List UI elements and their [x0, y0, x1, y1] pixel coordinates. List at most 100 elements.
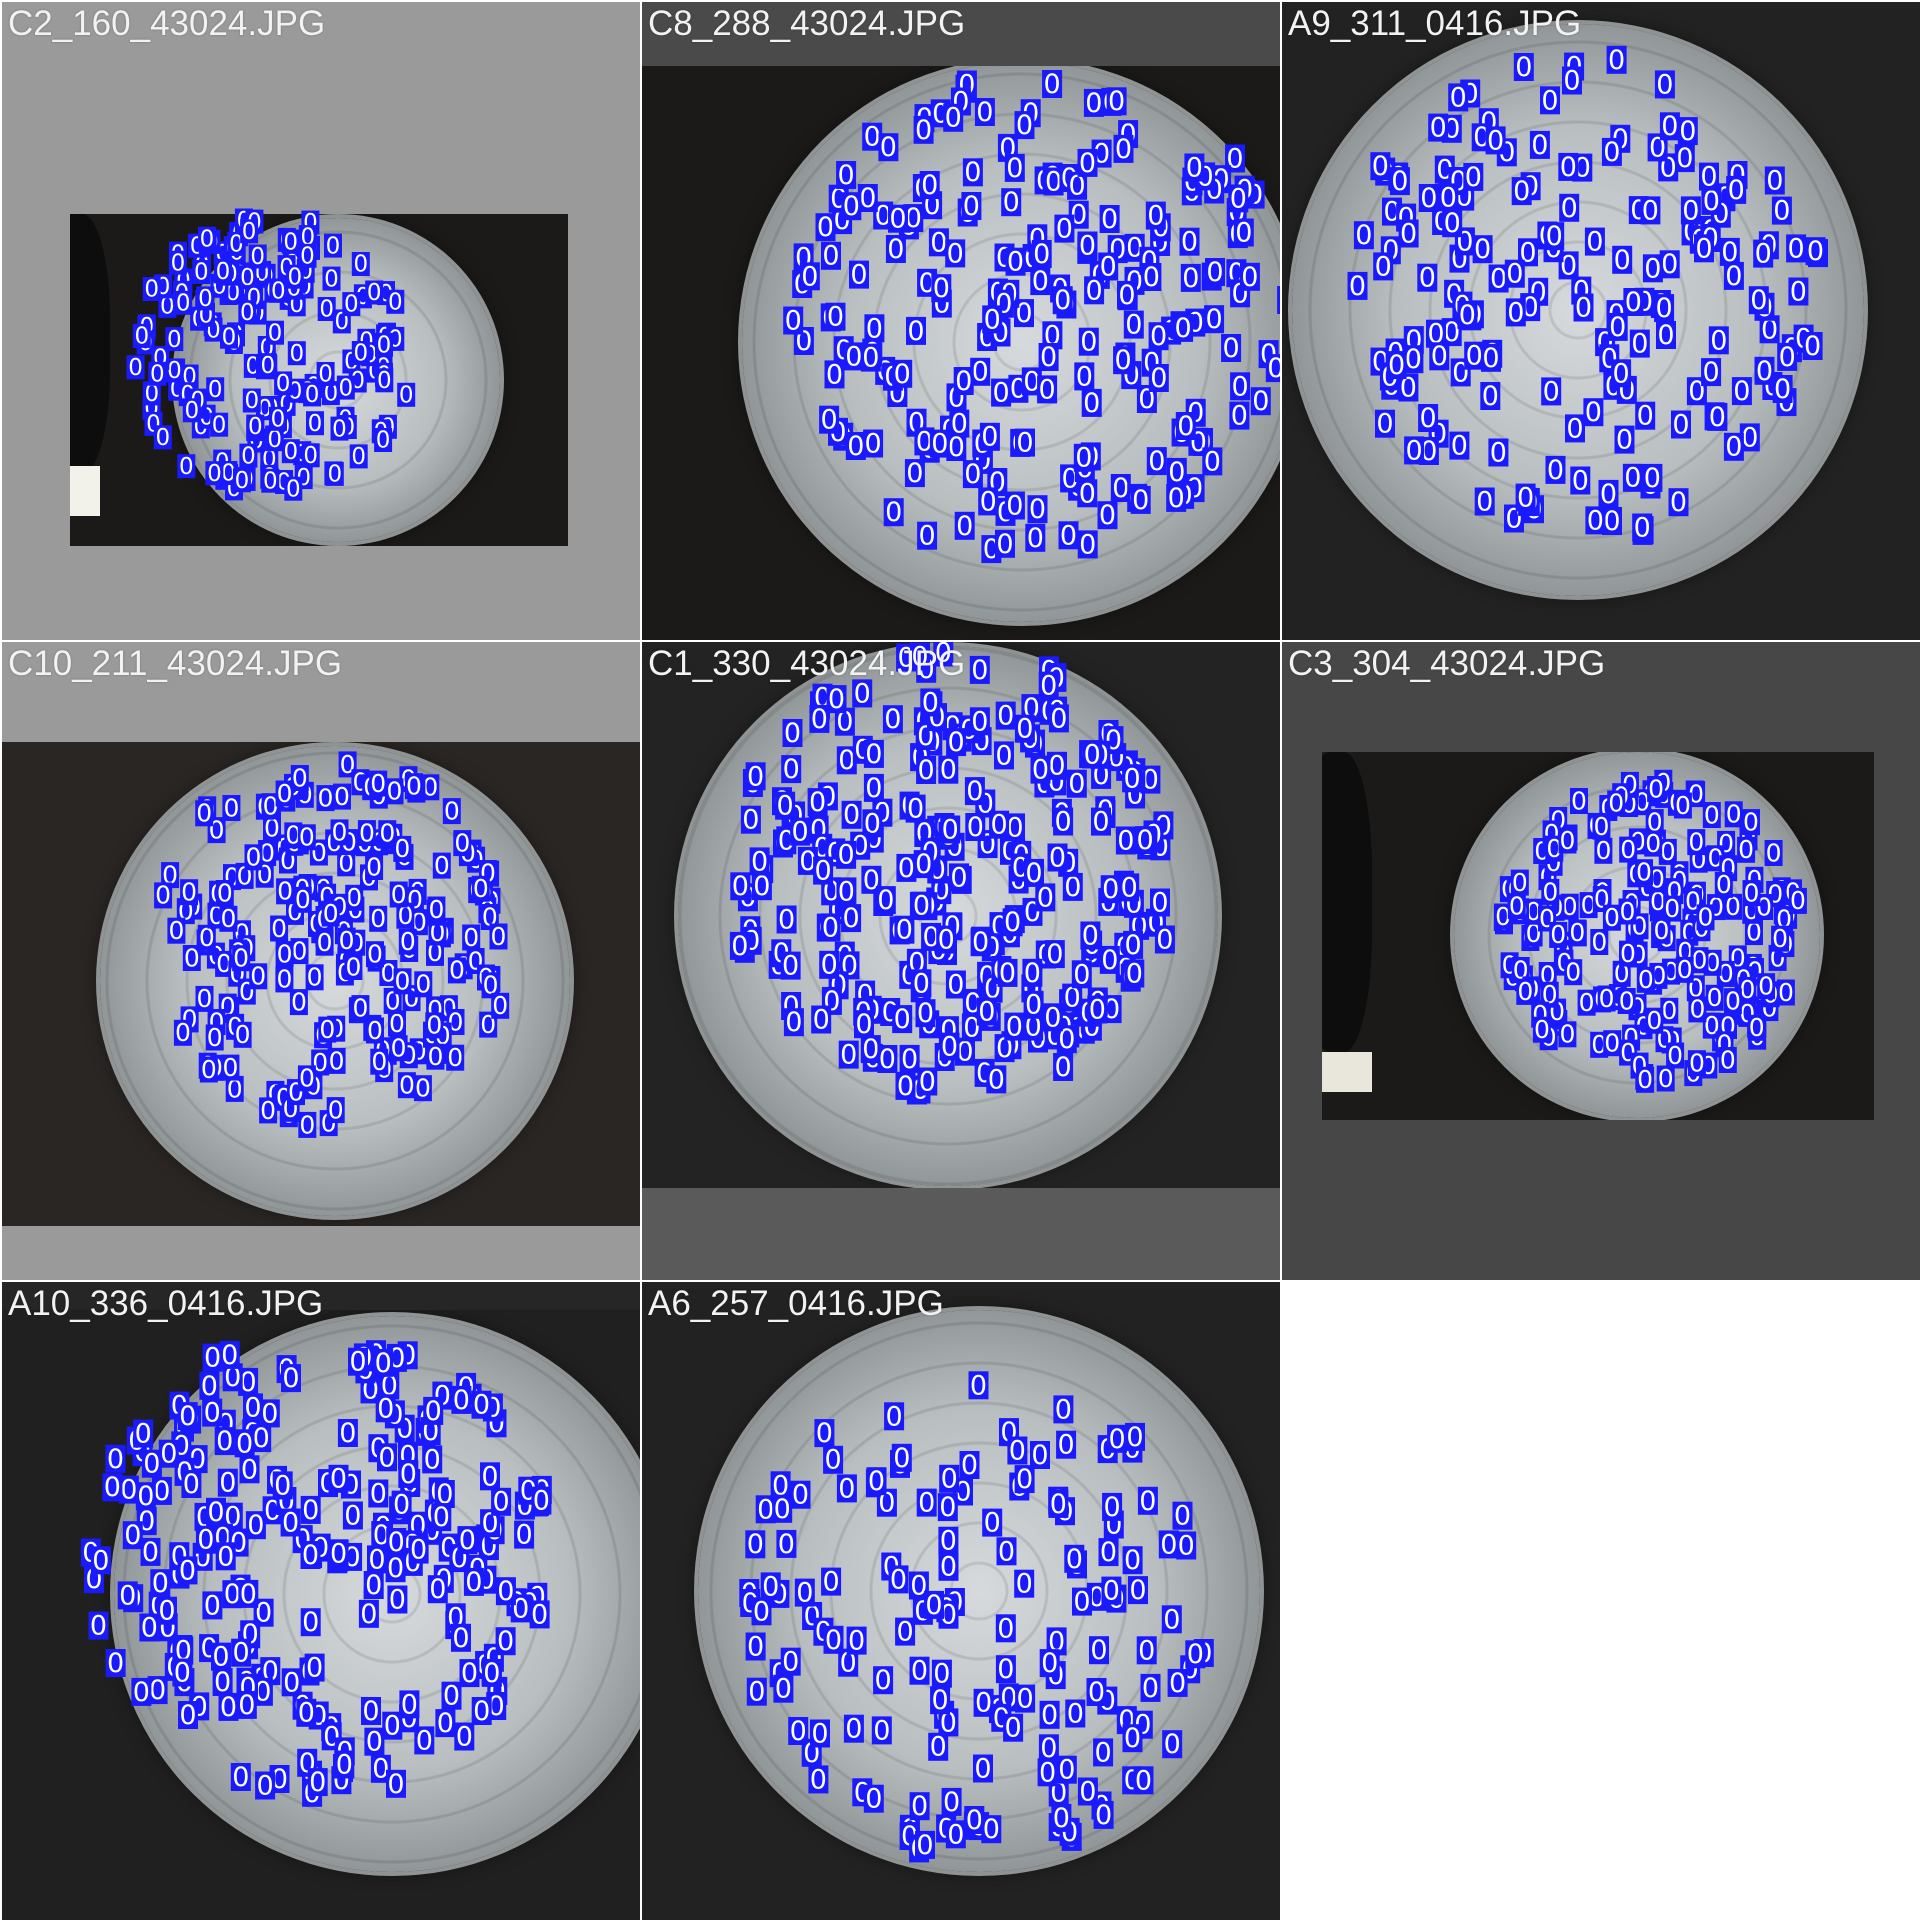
detection-class-label: 0 — [907, 794, 924, 825]
detection-box: 0 — [797, 846, 818, 877]
detection-box: 0 — [1564, 958, 1583, 987]
detection-class-label: 0 — [956, 1037, 973, 1068]
detection-class-label: 0 — [943, 1787, 960, 1818]
detection-box: 0 — [1635, 401, 1656, 432]
detection-class-label: 0 — [399, 1071, 415, 1100]
detection-box: 0 — [794, 1578, 815, 1609]
detection-class-label: 0 — [1044, 69, 1061, 100]
detection-box: 0 — [760, 1571, 781, 1602]
detection-class-label: 0 — [1142, 765, 1159, 796]
detection-class-label: 0 — [1725, 987, 1741, 1016]
detection-class-label: 0 — [1241, 262, 1258, 293]
detection-class-label: 0 — [235, 468, 250, 494]
detection-box: 0 — [181, 1469, 202, 1500]
detection-box: 0 — [388, 1009, 406, 1038]
detection-class-label: 0 — [184, 398, 199, 424]
detection-class-label: 0 — [1620, 939, 1636, 968]
detection-box: 0 — [1022, 958, 1043, 989]
detection-class-label: 0 — [208, 377, 223, 403]
detection-box: 0 — [298, 244, 317, 270]
detection-class-label: 0 — [1443, 317, 1460, 348]
detection-class-label: 0 — [940, 1552, 957, 1583]
detection-box: 0 — [258, 838, 277, 867]
detection-class-label: 0 — [227, 1074, 243, 1103]
detection-box: 0 — [905, 794, 926, 825]
detection-box: 0 — [1053, 1052, 1074, 1083]
detection-box: 0 — [943, 103, 964, 134]
detection-class-label: 0 — [1124, 1545, 1141, 1576]
detection-box: 0 — [1598, 479, 1619, 510]
detection-class-label: 0 — [1550, 920, 1566, 949]
detection-class-label: 0 — [422, 773, 438, 802]
detection-box: 0 — [823, 1625, 844, 1656]
detection-class-label: 0 — [453, 1385, 470, 1416]
detection-class-label: 0 — [1156, 925, 1173, 956]
detection-class-label: 0 — [974, 1754, 991, 1785]
detection-class-label: 0 — [302, 1495, 319, 1526]
detection-class-label: 0 — [796, 1578, 813, 1609]
detection-class-label: 0 — [277, 939, 293, 968]
detection-class-label: 0 — [263, 792, 279, 821]
detection-box: 0 — [238, 265, 257, 291]
detection-box: 0 — [1505, 297, 1526, 328]
detection-class-label: 0 — [1650, 887, 1666, 916]
detection-box: 0 — [131, 1677, 152, 1708]
detection-class-label: 0 — [483, 1658, 500, 1689]
detection-class-label: 0 — [236, 1428, 253, 1459]
detection-box: 0 — [151, 1476, 172, 1507]
detection-class-label: 0 — [854, 678, 871, 709]
detection-box: 0 — [860, 343, 881, 374]
detection-class-label: 0 — [299, 823, 315, 852]
detection-class-label: 0 — [1160, 1529, 1177, 1560]
detection-class-label: 0 — [388, 1527, 405, 1558]
detection-box: 0 — [1007, 1436, 1028, 1467]
detection-box: 0 — [1602, 506, 1622, 537]
detection-box: 0 — [386, 1527, 407, 1558]
detection-class-label: 0 — [1575, 293, 1592, 324]
detection-class-label: 0 — [1375, 251, 1392, 282]
detection-class-label: 0 — [1591, 927, 1607, 956]
detection-box: 0 — [393, 967, 412, 996]
detection-class-label: 0 — [400, 927, 416, 956]
detection-box: 0 — [276, 877, 295, 906]
detection-class-label: 0 — [1032, 755, 1049, 786]
detection-box: 0 — [259, 1096, 278, 1125]
detection-class-label: 0 — [512, 1593, 529, 1624]
detection-box: 0 — [1228, 183, 1249, 214]
detection-box: 0 — [1771, 196, 1792, 227]
detection-class-label: 0 — [389, 1009, 405, 1038]
detection-box: 0 — [895, 1617, 916, 1648]
detection-class-label: 0 — [1562, 892, 1578, 921]
detection-box: 0 — [815, 212, 836, 243]
detection-box: 0 — [217, 1468, 238, 1499]
detection-class-label: 0 — [324, 381, 339, 407]
detection-box: 0 — [814, 1418, 835, 1449]
detection-class-label: 0 — [822, 912, 839, 943]
detection-class-label: 0 — [1431, 341, 1448, 372]
detection-class-label: 0 — [1624, 463, 1641, 494]
detection-box: 0 — [281, 1667, 302, 1698]
detection-class-label: 0 — [152, 1568, 169, 1599]
detection-box: 0 — [863, 773, 884, 804]
detection-class-label: 0 — [199, 923, 215, 952]
detection-box: 0 — [393, 834, 412, 863]
detection-box: 0 — [836, 876, 857, 907]
detection-box: 0 — [1438, 182, 1459, 213]
detection-class-label: 0 — [309, 1767, 326, 1798]
detection-class-label: 0 — [948, 432, 965, 463]
detection-class-label: 0 — [149, 1675, 166, 1706]
detection-class-label: 0 — [1705, 948, 1721, 977]
detection-class-label: 0 — [1656, 69, 1673, 100]
detection-box: 0 — [820, 912, 841, 943]
detection-class-label: 0 — [1231, 401, 1248, 432]
detection-box: 0 — [1136, 1635, 1157, 1666]
detection-box: 0 — [1122, 763, 1143, 794]
